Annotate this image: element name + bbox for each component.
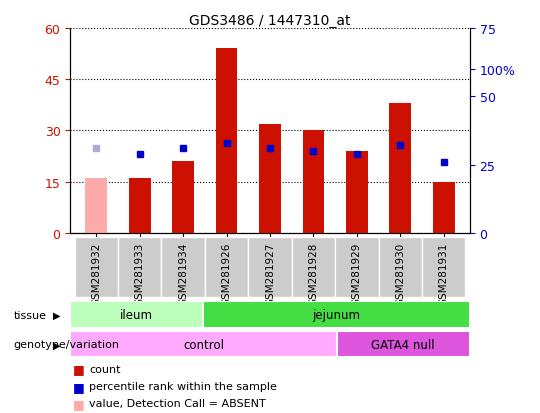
- Bar: [70, 332, 336, 357]
- Bar: [204, 301, 470, 328]
- Bar: [172, 162, 194, 233]
- Text: GSM281929: GSM281929: [352, 242, 362, 306]
- Text: GSM281931: GSM281931: [438, 242, 449, 306]
- Bar: [215, 50, 238, 233]
- Text: GATA4 null: GATA4 null: [372, 338, 435, 351]
- Bar: [161, 237, 205, 297]
- Text: jejunum: jejunum: [313, 309, 361, 321]
- Bar: [129, 179, 151, 233]
- Bar: [118, 237, 161, 297]
- Text: percentile rank within the sample: percentile rank within the sample: [89, 381, 277, 391]
- Text: tissue: tissue: [14, 310, 46, 320]
- Text: GSM281934: GSM281934: [178, 242, 188, 306]
- Text: ileum: ileum: [120, 309, 153, 321]
- Bar: [336, 332, 470, 357]
- Bar: [422, 237, 465, 297]
- Text: value, Detection Call = ABSENT: value, Detection Call = ABSENT: [89, 399, 266, 408]
- Text: genotype/variation: genotype/variation: [14, 339, 119, 349]
- Bar: [205, 237, 248, 297]
- Bar: [70, 301, 204, 328]
- Text: ■: ■: [73, 362, 85, 375]
- Bar: [259, 124, 281, 233]
- Text: ■: ■: [73, 397, 85, 410]
- Bar: [248, 237, 292, 297]
- Bar: [292, 237, 335, 297]
- Text: ■: ■: [73, 380, 85, 393]
- Text: GSM281933: GSM281933: [134, 242, 145, 306]
- Bar: [85, 179, 107, 233]
- Bar: [335, 237, 379, 297]
- Text: ▶: ▶: [53, 339, 60, 349]
- Bar: [433, 182, 455, 233]
- Bar: [75, 237, 118, 297]
- Text: GSM281932: GSM281932: [91, 242, 102, 306]
- Text: count: count: [89, 364, 120, 374]
- Text: GSM281930: GSM281930: [395, 242, 406, 305]
- Text: control: control: [183, 338, 224, 351]
- Bar: [302, 131, 325, 233]
- Text: GSM281926: GSM281926: [221, 242, 232, 306]
- Text: ▶: ▶: [53, 310, 60, 320]
- Bar: [346, 152, 368, 233]
- Bar: [379, 237, 422, 297]
- Bar: [389, 104, 411, 233]
- Text: GSM281928: GSM281928: [308, 242, 319, 306]
- Text: GDS3486 / 1447310_at: GDS3486 / 1447310_at: [189, 14, 351, 28]
- Text: GSM281927: GSM281927: [265, 242, 275, 306]
